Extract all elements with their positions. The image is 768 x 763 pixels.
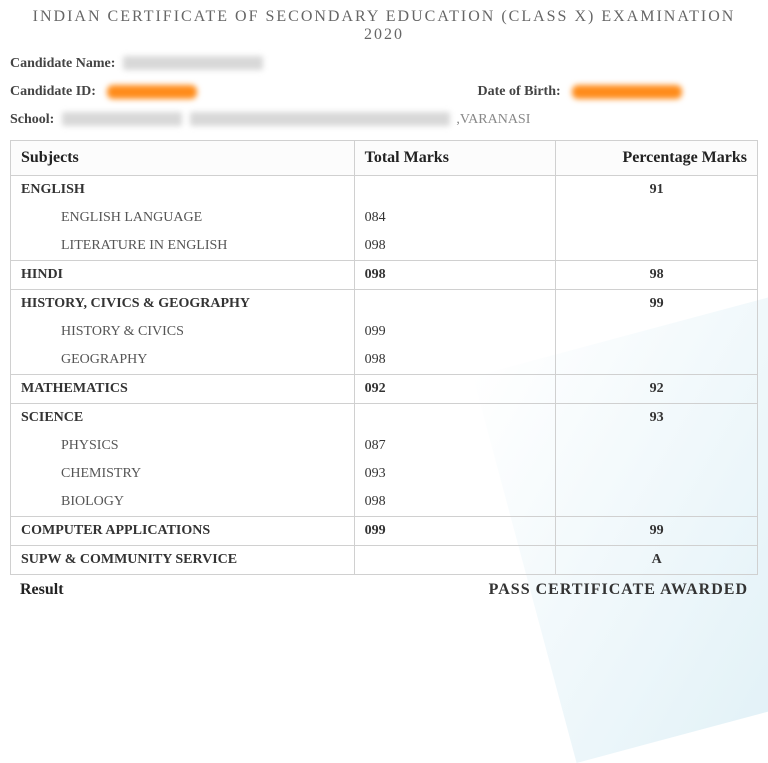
percentage-marks [556,318,758,346]
table-row: BIOLOGY098 [11,488,758,517]
header-percentage: Percentage Marks [556,141,758,176]
total-marks: 099 [354,318,556,346]
dob-label: Date of Birth: [477,84,560,99]
subject-name: HISTORY, CIVICS & GEOGRAPHY [11,290,355,319]
subject-name: HINDI [11,261,355,290]
dob-row: Date of Birth: [477,84,682,100]
percentage-marks: 98 [556,261,758,290]
percentage-marks [556,460,758,488]
total-marks: 098 [354,261,556,290]
percentage-marks: A [556,546,758,575]
subject-name: GEOGRAPHY [11,346,355,375]
table-row: GEOGRAPHY098 [11,346,758,375]
redacted-id [107,85,197,99]
percentage-marks [556,346,758,375]
percentage-marks: 99 [556,517,758,546]
total-marks [354,404,556,433]
percentage-marks [556,488,758,517]
table-row: ENGLISH LANGUAGE084 [11,204,758,232]
school-suffix: ,VARANASI [456,112,530,128]
percentage-marks [556,204,758,232]
total-marks: 084 [354,204,556,232]
header-subjects: Subjects [11,141,355,176]
subject-name: MATHEMATICS [11,375,355,404]
subject-name: LITERATURE IN ENGLISH [11,232,355,261]
table-row: CHEMISTRY093 [11,460,758,488]
redacted-school-code [62,112,182,126]
table-row: HINDI09898 [11,261,758,290]
total-marks: 098 [354,232,556,261]
result-label: Result [20,581,64,599]
subject-name: PHYSICS [11,432,355,460]
result-row: Result PASS CERTIFICATE AWARDED [10,574,758,599]
candidate-name-label: Candidate Name: [10,56,115,72]
header-total-marks: Total Marks [354,141,556,176]
percentage-marks: 92 [556,375,758,404]
result-value: PASS CERTIFICATE AWARDED [489,581,748,599]
subject-name: HISTORY & CIVICS [11,318,355,346]
total-marks [354,290,556,319]
table-row: COMPUTER APPLICATIONS09999 [11,517,758,546]
redacted-school-name [190,112,450,126]
total-marks [354,546,556,575]
page-title: INDIAN CERTIFICATE OF SECONDARY EDUCATIO… [10,8,758,44]
table-row: SUPW & COMMUNITY SERVICE A [11,546,758,575]
percentage-marks [556,432,758,460]
school-row: School: ,VARANASI [10,112,758,128]
percentage-marks: 91 [556,176,758,205]
subject-name: COMPUTER APPLICATIONS [11,517,355,546]
redacted-name [123,56,263,70]
total-marks: 087 [354,432,556,460]
subject-name: CHEMISTRY [11,460,355,488]
table-row: LITERATURE IN ENGLISH098 [11,232,758,261]
table-row: ENGLISH 91 [11,176,758,205]
candidate-name-row: Candidate Name: [10,56,758,72]
subject-name: ENGLISH [11,176,355,205]
school-label: School: [10,112,54,128]
subject-name: BIOLOGY [11,488,355,517]
redacted-dob [572,85,682,99]
marks-table: Subjects Total Marks Percentage Marks EN… [10,140,758,574]
subject-name: ENGLISH LANGUAGE [11,204,355,232]
candidate-id-row: Candidate ID: [10,84,197,100]
total-marks: 099 [354,517,556,546]
table-row: HISTORY, CIVICS & GEOGRAPHY 99 [11,290,758,319]
total-marks [354,176,556,205]
percentage-marks: 99 [556,290,758,319]
subject-name: SCIENCE [11,404,355,433]
table-row: SCIENCE 93 [11,404,758,433]
percentage-marks [556,232,758,261]
total-marks: 093 [354,460,556,488]
total-marks: 098 [354,488,556,517]
table-row: PHYSICS087 [11,432,758,460]
percentage-marks: 93 [556,404,758,433]
total-marks: 092 [354,375,556,404]
table-row: HISTORY & CIVICS099 [11,318,758,346]
subject-name: SUPW & COMMUNITY SERVICE [11,546,355,575]
candidate-id-label: Candidate ID: [10,84,96,99]
table-row: MATHEMATICS09292 [11,375,758,404]
total-marks: 098 [354,346,556,375]
